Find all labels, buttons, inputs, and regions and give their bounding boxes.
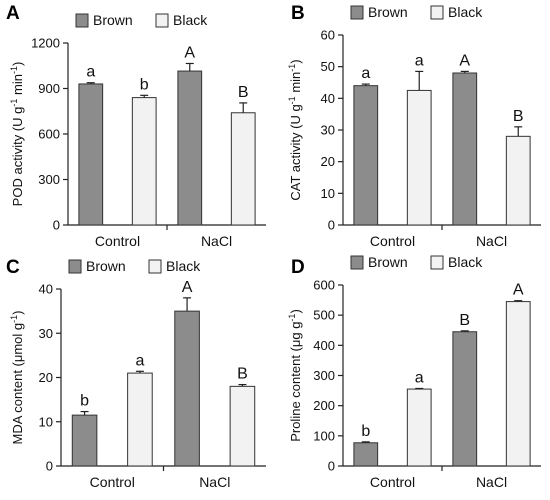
panel-a-legend-swatch-black [155, 13, 169, 28]
panel-c-bar-black-nacl [229, 385, 256, 467]
panel-d-y-tick-label: 200 [313, 398, 335, 413]
panel-c-letter: C [6, 257, 20, 278]
panel-a-y-tick-label: 600 [38, 127, 60, 142]
panel-d: D 0 100 200 300 400 500 600 b a Control B A NaCl Brown… [287, 254, 541, 490]
panel-c-bar-black-nacl-significance: B [237, 366, 248, 383]
panel-a-y-axis-label: POD activity (U g-1 min-1) [9, 62, 25, 207]
panel-c-bar-brown-nacl [174, 310, 200, 467]
panel-c-bar-brown-control [71, 414, 98, 467]
panel-b-y-tick-label: 60 [321, 28, 335, 43]
panel-d-y-tick-label: 400 [313, 338, 335, 353]
panel-b-bar-brown-nacl [452, 72, 478, 226]
panel-a-bar-black-nacl [230, 112, 256, 226]
panel-d-bar-black-nacl-significance: A [513, 282, 524, 299]
panel-c-bar-brown-nacl-significance: A [182, 279, 193, 296]
panel-a-bar-black-control [131, 97, 157, 226]
panel-d-legend-swatch-black [430, 255, 444, 270]
panel-c-legend-label-black: Black [166, 258, 201, 274]
panel-c-category-label: NaCl [199, 474, 230, 490]
panel-b-legend-swatch-black [430, 5, 444, 20]
panel-c-legend-swatch-brown [68, 259, 82, 274]
panel-b-category-label: Control [370, 233, 415, 249]
panel-b-bar-brown-control-significance: a [361, 65, 370, 82]
panel-c-legend-label-brown: Brown [86, 258, 126, 274]
panel-d-y-tick-label: 0 [328, 459, 335, 474]
panel-d-y-tick-label: 500 [313, 308, 335, 323]
panel-b-y-tick-label: 40 [321, 91, 335, 106]
panel-c: C 0 10 20 30 40 b a Control A B NaCl Brown Black MDA c… [6, 257, 266, 490]
panel-d-legend-label-black: Black [448, 254, 483, 270]
panel-d-y-tick-label: 600 [313, 278, 335, 293]
panel-b-legend-swatch-brown [350, 5, 364, 20]
panel-d-legend-swatch-brown [350, 255, 364, 270]
panel-c-y-tick-label: 10 [39, 414, 53, 429]
panel-a-bar-brown-control [78, 83, 104, 226]
panel-b-y-tick-label: 20 [321, 154, 335, 169]
panel-a-legend-label-brown: Brown [93, 12, 133, 28]
panel-b-y-tick-label: 50 [321, 59, 335, 74]
panel-c-y-tick-label: 20 [39, 370, 53, 385]
panel-d-legend-label-brown: Brown [368, 254, 408, 270]
panel-b-category-label: NaCl [476, 233, 507, 249]
panel-a-y-tick-label: 0 [53, 218, 60, 233]
panel-b-bar-black-nacl-significance: B [513, 108, 524, 125]
panel-b-bar-black-nacl [505, 135, 531, 226]
panel-d-bar-brown-control-significance: b [361, 423, 370, 440]
panel-c-y-tick-label: 30 [39, 326, 53, 341]
panel-d-y-tick-label: 100 [313, 428, 335, 443]
panel-b-y-tick-label: 0 [328, 218, 335, 233]
panel-d-bar-brown-nacl-significance: B [459, 312, 470, 329]
panel-c-y-tick-label: 40 [39, 282, 53, 297]
panel-b: B 0 10 20 30 40 50 60 a a Control A B NaCl Brown Black C… [287, 3, 541, 249]
panel-a-bar-brown-nacl [177, 70, 203, 226]
panel-c-bar-black-control [127, 372, 153, 467]
panel-d-bar-black-control-significance: a [415, 369, 424, 386]
panel-b-legend-label-brown: Brown [368, 4, 408, 20]
panel-a-category-label: NaCl [201, 233, 232, 249]
panel-c-category-label: Control [90, 474, 135, 490]
panel-d-category-label: Control [370, 474, 415, 490]
panel-a-bar-brown-nacl-significance: A [184, 44, 195, 61]
panel-a-y-tick-label: 1200 [31, 36, 60, 51]
panel-b-y-tick-label: 10 [321, 186, 335, 201]
panel-a-legend-swatch-brown [75, 13, 89, 28]
panel-a-legend-label-black: Black [173, 12, 208, 28]
panel-a: A 0 300 600 900 1200 a b Control A B NaCl Brown Black… [6, 3, 266, 249]
panel-d-bar-brown-control [353, 442, 379, 467]
panel-b-legend-label-black: Black [448, 4, 483, 20]
panel-a-letter: A [6, 3, 20, 24]
panel-b-y-axis-label: CAT activity (U g-1 min-1) [287, 59, 303, 200]
panel-a-y-tick-label: 300 [38, 172, 60, 187]
panel-d-y-axis-label: Proline content (μg g-1) [287, 309, 303, 442]
panel-d-letter: D [291, 257, 305, 278]
panel-b-letter: B [291, 3, 305, 24]
panel-a-bar-black-nacl-significance: B [238, 84, 249, 101]
panel-d-y-tick-label: 300 [313, 368, 335, 383]
panel-b-bar-brown-control [353, 85, 379, 226]
panel-b-bar-brown-nacl-significance: A [459, 52, 470, 69]
panel-c-legend-swatch-black [148, 259, 162, 274]
panel-a-y-tick-label: 900 [38, 81, 60, 96]
panel-a-bar-black-control-significance: b [140, 76, 149, 93]
panel-b-bar-black-control-significance: a [415, 52, 424, 69]
panel-c-y-tick-label: 0 [46, 459, 53, 474]
panel-b-bar-black-control [406, 89, 432, 226]
panel-d-bar-brown-nacl [452, 331, 478, 467]
panel-c-bar-black-control-significance: a [135, 352, 144, 369]
panel-a-bar-brown-control-significance: a [86, 64, 95, 81]
panel-b-y-tick-label: 30 [321, 123, 335, 138]
panel-d-bar-black-nacl [505, 301, 531, 467]
panel-c-y-axis-label: MDA content (μmol g-1) [9, 310, 25, 444]
panel-d-category-label: NaCl [476, 474, 507, 490]
panel-d-bar-black-control [406, 388, 432, 467]
panel-a-category-label: Control [95, 233, 140, 249]
panel-c-bar-brown-control-significance: b [80, 393, 89, 410]
